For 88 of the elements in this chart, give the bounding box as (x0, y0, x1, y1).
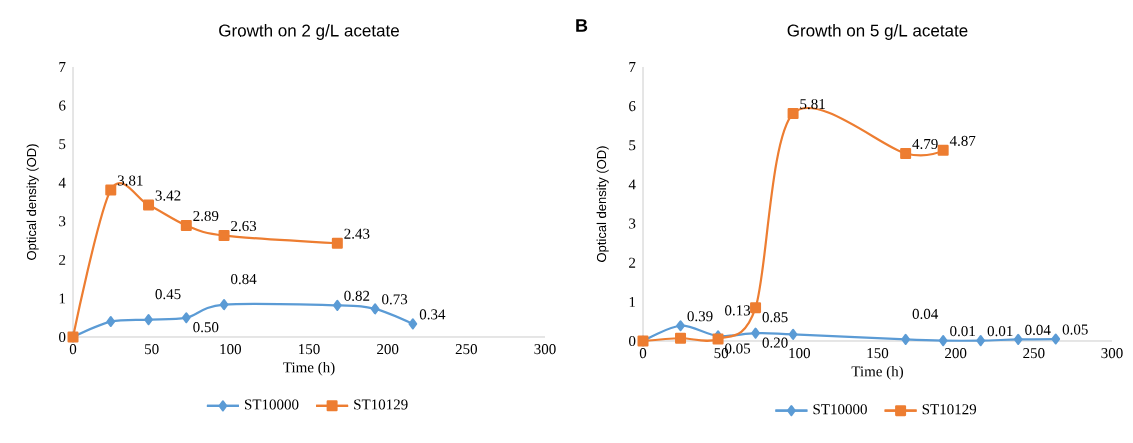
y-axis-title: Optical density (OD) (26, 144, 39, 260)
point (332, 299, 342, 311)
legend-label: ST10000 (813, 404, 867, 415)
data-label: 2.89 (193, 210, 219, 222)
y-tick-label: 5 (59, 139, 66, 150)
data-label: 0.73 (382, 294, 408, 305)
x-tick-label: 150 (299, 344, 320, 355)
data-label: 0.01 (950, 326, 975, 337)
y-tick-label: 0 (629, 335, 636, 347)
x-tick-label: 100 (220, 344, 242, 355)
x-tick-label: 50 (145, 344, 159, 355)
chart-title: Growth on 2 g/L acetate (219, 24, 399, 40)
y-tick-label: 3 (629, 218, 636, 229)
y-tick-label: 6 (59, 100, 66, 111)
x-axis-title: Time (h) (283, 361, 335, 376)
point (105, 184, 117, 196)
x-tick-label: 250 (455, 344, 478, 355)
point (181, 312, 191, 324)
point (144, 314, 153, 326)
point (370, 303, 380, 315)
point (938, 335, 948, 347)
point (180, 220, 192, 232)
data-label: 0.04 (1025, 324, 1051, 336)
point (143, 199, 155, 211)
data-label: 5.81 (800, 98, 825, 110)
x-tick-label: 300 (1101, 348, 1123, 359)
point (901, 333, 911, 345)
data-label: 0.82 (344, 290, 370, 301)
y-tick-label: 2 (629, 257, 636, 268)
text: B (576, 19, 588, 32)
data-label: 3.81 (117, 175, 143, 186)
y-tick-label: 1 (59, 293, 66, 304)
point (331, 237, 343, 249)
data-label: 0.20 (762, 337, 788, 348)
point (1051, 333, 1061, 345)
legend-label: ST10129 (922, 404, 977, 415)
x-tick-label: 150 (867, 348, 889, 359)
y-tick-label: 5 (629, 140, 636, 151)
y-tick-label: 2 (59, 254, 66, 265)
data-label: 0.39 (687, 311, 713, 322)
y-tick-label: 0 (59, 331, 66, 343)
point (788, 328, 798, 340)
data-label: 0.34 (419, 309, 446, 320)
point (676, 320, 685, 332)
x-tick-label: 0 (639, 348, 647, 359)
point (219, 299, 229, 311)
data-label: 0.45 (155, 289, 181, 300)
data-label: 0.05 (1062, 324, 1088, 335)
data-label: 0.85 (762, 312, 788, 323)
data-label: 0.01 (987, 326, 1013, 337)
data-label: 2.43 (344, 228, 370, 239)
x-tick-label: 200 (945, 348, 967, 359)
x-tick-label: 100 (789, 348, 811, 359)
point (675, 332, 687, 344)
data-label: 0.04 (912, 308, 939, 320)
y-tick-label: 3 (59, 216, 66, 227)
data-label: 0.13 (725, 305, 751, 316)
data-label: 2.63 (231, 221, 257, 232)
data-label: 3.42 (155, 190, 181, 201)
point (750, 302, 762, 314)
point (106, 316, 116, 328)
x-axis-title: Time (h) (851, 365, 904, 380)
y-tick-label: 4 (58, 177, 66, 188)
y-tick-label: 4 (628, 179, 636, 190)
y-axis-title: Optical density (OD) (596, 146, 609, 262)
data-label: 0.50 (193, 322, 219, 333)
point (218, 230, 230, 242)
y-tick-label: 7 (59, 62, 66, 72)
x-tick-label: 200 (377, 344, 399, 355)
point (787, 108, 799, 120)
data-label: 4.87 (949, 135, 976, 146)
point (751, 327, 760, 339)
x-tick-label: 250 (1023, 348, 1045, 359)
point (900, 148, 912, 159)
point (408, 318, 418, 330)
data-label: 4.79 (912, 138, 938, 150)
point (1013, 333, 1023, 345)
point (976, 335, 986, 347)
y-tick-label: 1 (629, 296, 636, 307)
x-tick-label: 300 (534, 344, 556, 355)
y-tick-label: 7 (629, 62, 636, 72)
x-tick-label: 0 (69, 344, 77, 355)
point (937, 144, 949, 156)
y-tick-label: 6 (629, 101, 636, 112)
legend-label: ST10129 (354, 399, 408, 410)
chart-title: Growth on 5 g/L acetate (787, 24, 968, 40)
legend-label: ST10000 (245, 399, 299, 410)
data-label: 0.84 (231, 274, 257, 285)
